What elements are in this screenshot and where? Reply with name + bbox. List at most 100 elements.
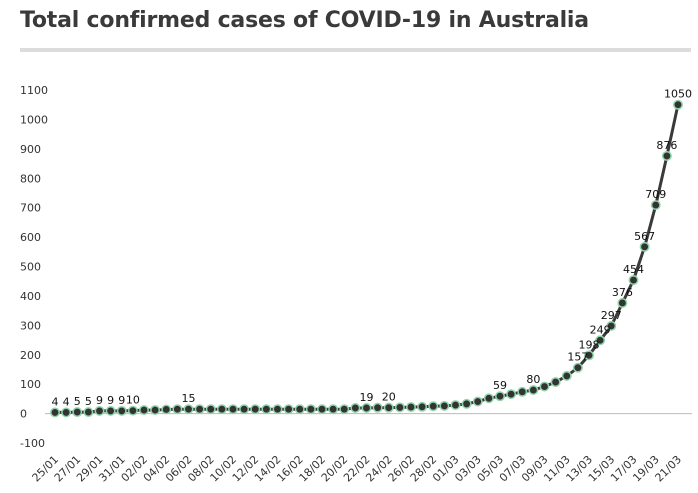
- data-point: [650, 200, 661, 210]
- data-label: 15: [182, 392, 196, 405]
- data-point: [539, 381, 550, 392]
- data-point: [617, 298, 628, 308]
- data-point: [328, 404, 339, 415]
- data-point: [150, 405, 161, 416]
- data-label: 249: [590, 323, 611, 336]
- y-tick-label: 800: [20, 172, 41, 185]
- y-tick-label: 300: [20, 319, 41, 332]
- data-label: 59: [493, 379, 507, 392]
- y-axis: -100 0 100 200 300 400 500 600 700 800 900 1000 1100: [20, 84, 48, 450]
- data-label: 157: [567, 351, 588, 364]
- data-point: [83, 407, 94, 418]
- data-point: [673, 99, 683, 110]
- data-point: [239, 404, 250, 415]
- y-tick-label: 600: [20, 231, 41, 244]
- data-label: 297: [601, 309, 622, 322]
- data-point: [61, 407, 72, 418]
- data-point: [383, 402, 394, 413]
- data-point: [261, 404, 272, 415]
- data-label: 10: [126, 394, 140, 407]
- data-point: [517, 386, 528, 397]
- data-point: [661, 150, 672, 161]
- title-underline: [20, 48, 691, 52]
- data-point: [483, 393, 494, 404]
- data-point: [183, 404, 194, 415]
- data-point: [506, 389, 517, 400]
- data-point: [116, 405, 127, 416]
- y-tick-label: 900: [20, 143, 41, 156]
- data-point: [283, 404, 294, 415]
- data-point: [428, 401, 439, 412]
- data-label: 876: [656, 139, 677, 152]
- y-tick-label: 500: [20, 261, 41, 274]
- data-point: [105, 405, 116, 416]
- data-label: 1050: [664, 88, 692, 101]
- data-label: 567: [634, 230, 655, 243]
- data-point: [606, 320, 617, 331]
- data-point: [350, 403, 361, 413]
- data-point: [50, 407, 60, 418]
- data-label: 9: [118, 394, 125, 407]
- data-point: [139, 405, 149, 416]
- data-point: [294, 404, 305, 415]
- data-label: 20: [382, 391, 396, 404]
- data-point: [406, 402, 416, 413]
- x-axis: 25/0127/0129/0131/0102/0204/0206/0208/02…: [30, 453, 685, 485]
- data-point: [161, 404, 172, 415]
- data-point: [461, 398, 472, 409]
- data-point: [528, 385, 539, 395]
- series-line: [55, 104, 680, 414]
- data-label: 5: [74, 395, 81, 408]
- data-point: [361, 403, 372, 413]
- data-point: [127, 405, 138, 416]
- data-point: [639, 241, 650, 252]
- y-tick-label: 100: [20, 378, 41, 391]
- data-point: [472, 396, 483, 407]
- data-point: [417, 401, 428, 412]
- data-point: [72, 407, 83, 418]
- data-point: [495, 391, 505, 402]
- y-tick-label: 200: [20, 349, 41, 362]
- y-tick-label: 0: [20, 408, 27, 421]
- data-point: [450, 400, 461, 411]
- data-point: [317, 404, 327, 415]
- data-label: 9: [107, 394, 114, 407]
- data-label: 80: [526, 373, 540, 386]
- data-label: 4: [63, 395, 70, 408]
- data-label: 709: [645, 188, 666, 201]
- data-point: [550, 377, 561, 388]
- y-tick-label: 700: [20, 202, 41, 215]
- data-point: [572, 362, 583, 373]
- data-point: [372, 402, 383, 413]
- data-point: [305, 404, 316, 415]
- data-point: [394, 402, 405, 413]
- data-point: [250, 404, 261, 415]
- data-label: 19: [360, 391, 374, 404]
- y-tick-label: 1000: [20, 113, 48, 126]
- data-point: [228, 404, 238, 415]
- data-point: [172, 404, 183, 415]
- data-point: [628, 275, 639, 285]
- data-point: [194, 404, 205, 415]
- data-label: 454: [623, 263, 644, 276]
- y-tick-label: -100: [20, 437, 45, 450]
- data-label: 9: [96, 394, 103, 407]
- data-point: [216, 404, 227, 415]
- chart-title: Total confirmed cases of COVID-19 in Aus…: [20, 8, 589, 33]
- data-point: [595, 335, 606, 346]
- data-point: [439, 400, 450, 411]
- y-tick-label: 400: [20, 290, 41, 303]
- data-point: [584, 350, 594, 361]
- data-point: [272, 404, 283, 415]
- data-label: 198: [579, 338, 600, 351]
- data-point: [205, 404, 216, 415]
- y-tick-label: 1100: [20, 84, 48, 97]
- data-point: [94, 405, 105, 416]
- data-point: [339, 404, 350, 415]
- data-label: 5: [85, 395, 92, 408]
- data-label: 4: [52, 395, 59, 408]
- data-label: 376: [612, 286, 633, 299]
- data-point: [561, 370, 572, 381]
